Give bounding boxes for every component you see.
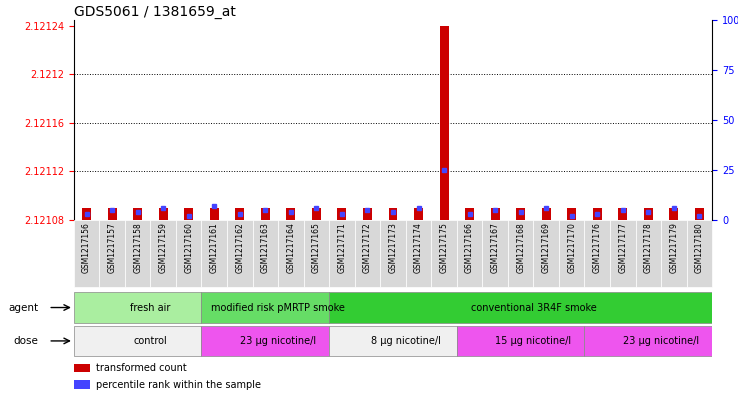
Bar (159, 208, 168, 220)
Text: modified risk pMRTP smoke: modified risk pMRTP smoke (211, 303, 345, 312)
Text: GDS5061 / 1381659_at: GDS5061 / 1381659_at (74, 5, 235, 18)
Text: percentile rank within the sample: percentile rank within the sample (96, 380, 261, 389)
Text: GSM1217179: GSM1217179 (669, 222, 678, 273)
Bar (406, 220, 431, 287)
Bar (584, 326, 712, 356)
Bar (568, 208, 576, 220)
Text: GSM1217161: GSM1217161 (210, 222, 218, 273)
Text: GSM1217177: GSM1217177 (618, 222, 627, 273)
Text: conventional 3R4F smoke: conventional 3R4F smoke (471, 303, 596, 312)
Text: GSM1217157: GSM1217157 (108, 222, 117, 273)
Text: GSM1217168: GSM1217168 (516, 222, 525, 273)
Bar (252, 220, 278, 287)
Text: agent: agent (9, 303, 38, 312)
Bar (559, 220, 584, 287)
Bar (661, 220, 686, 287)
Text: GSM1217163: GSM1217163 (261, 222, 270, 273)
Text: transformed count: transformed count (96, 363, 187, 373)
Bar (610, 220, 635, 287)
Text: GSM1217170: GSM1217170 (568, 222, 576, 273)
Text: 15 μg nicotine/l: 15 μg nicotine/l (495, 336, 571, 346)
Bar (74, 326, 201, 356)
Bar (380, 220, 406, 287)
Bar (303, 220, 329, 287)
Bar (669, 208, 678, 220)
Bar (483, 220, 508, 287)
Bar (286, 208, 295, 220)
Text: GSM1217180: GSM1217180 (695, 222, 704, 273)
Bar (593, 208, 601, 220)
Text: GSM1217160: GSM1217160 (184, 222, 193, 273)
Text: GSM1217162: GSM1217162 (235, 222, 244, 273)
Bar (329, 220, 355, 287)
Bar (542, 208, 551, 220)
Bar (82, 208, 91, 220)
Text: GSM1217165: GSM1217165 (312, 222, 321, 273)
Bar (695, 208, 704, 220)
Text: GSM1217167: GSM1217167 (491, 222, 500, 273)
Bar (74, 220, 100, 287)
Bar (440, 26, 449, 220)
Bar (355, 220, 380, 287)
Bar (108, 208, 117, 220)
Bar (278, 220, 303, 287)
Bar (74, 380, 90, 389)
Bar (388, 208, 398, 220)
Bar (133, 208, 142, 220)
Bar (329, 292, 712, 323)
Text: GSM1217158: GSM1217158 (133, 222, 142, 273)
Bar (491, 208, 500, 220)
Bar (457, 326, 584, 356)
Text: GSM1217178: GSM1217178 (644, 222, 653, 273)
Bar (363, 208, 372, 220)
Bar (431, 220, 457, 287)
Bar (457, 220, 483, 287)
Bar (686, 220, 712, 287)
Bar (635, 220, 661, 287)
Text: 23 μg nicotine/l: 23 μg nicotine/l (240, 336, 316, 346)
Bar (210, 208, 218, 220)
Bar (414, 208, 423, 220)
Bar (329, 326, 457, 356)
Bar (618, 208, 627, 220)
Text: dose: dose (14, 336, 38, 346)
Bar (100, 220, 125, 287)
Bar (516, 208, 525, 220)
Bar (176, 220, 201, 287)
Bar (584, 220, 610, 287)
Text: GSM1217175: GSM1217175 (440, 222, 449, 273)
Text: GSM1217166: GSM1217166 (465, 222, 474, 273)
Text: GSM1217169: GSM1217169 (542, 222, 551, 273)
Bar (184, 208, 193, 220)
Bar (74, 364, 90, 372)
Text: GSM1217176: GSM1217176 (593, 222, 601, 273)
Text: fresh air: fresh air (130, 303, 170, 312)
Bar (534, 220, 559, 287)
Text: GSM1217159: GSM1217159 (159, 222, 168, 273)
Text: GSM1217172: GSM1217172 (363, 222, 372, 273)
Bar (201, 292, 329, 323)
Text: GSM1217164: GSM1217164 (286, 222, 295, 273)
Text: control: control (134, 336, 168, 346)
Bar (261, 208, 270, 220)
Text: GSM1217173: GSM1217173 (388, 222, 398, 273)
Bar (201, 326, 329, 356)
Bar (74, 292, 201, 323)
Text: 23 μg nicotine/l: 23 μg nicotine/l (623, 336, 699, 346)
Bar (644, 208, 653, 220)
Bar (337, 208, 346, 220)
Text: GSM1217156: GSM1217156 (82, 222, 91, 273)
Bar (312, 208, 321, 220)
Bar (465, 208, 474, 220)
Text: GSM1217171: GSM1217171 (337, 222, 346, 273)
Text: GSM1217174: GSM1217174 (414, 222, 423, 273)
Bar (508, 220, 534, 287)
Bar (151, 220, 176, 287)
Bar (235, 208, 244, 220)
Text: 8 μg nicotine/l: 8 μg nicotine/l (370, 336, 441, 346)
Bar (125, 220, 151, 287)
Bar (201, 220, 227, 287)
Bar (227, 220, 252, 287)
